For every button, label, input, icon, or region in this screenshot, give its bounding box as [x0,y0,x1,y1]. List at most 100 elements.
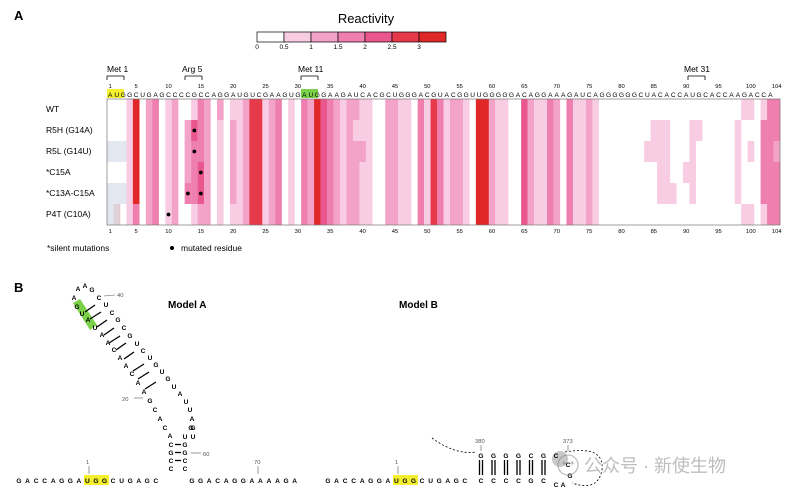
position-tick: 104 [772,84,782,90]
heatmap-cell [126,120,134,141]
heatmap-cell [572,162,580,183]
heatmap-cell [152,99,159,120]
scale-swatch [337,31,366,43]
heatmap-cell [365,141,373,162]
heatmap-cell [760,162,768,183]
heatmap-cell [165,120,172,141]
position-tick: 25 [262,229,268,235]
position-tick: 30 [295,84,301,90]
heatmap-cell [540,162,548,183]
heatmap-cell [663,162,671,183]
model-a-num-70: 70 [254,460,260,466]
heatmap-cell [734,120,742,141]
sequence-nucleotide: G [464,92,469,99]
heatmap-cell [579,141,587,162]
sequence-nucleotide: A [212,92,217,99]
heatmap-cell [145,183,153,204]
heatmap-cell [527,99,535,120]
heatmap-cell [229,141,237,162]
heatmap-cell [307,204,315,225]
nucleotide: C [130,371,135,378]
heatmap-cell [767,120,774,141]
heatmap-cell [462,183,470,204]
base-pair [144,381,157,390]
nucleotide: G [153,362,158,369]
position-ticks-top: 1 5 10 15 20 25 30 35 40 45 50 55 60 65 70 75 80 85 90 95 10… [109,84,783,90]
heatmap-cell [346,204,354,225]
sequence-nucleotide: C [425,92,430,99]
heatmap-cell [217,183,224,204]
heatmap-cell [242,183,250,204]
heatmap-cell [126,183,134,204]
model-a-num-20: 20 [122,397,128,403]
heatmap-cell [488,162,496,183]
position-tick: 45 [392,229,398,235]
scale-tick-label: 0 [255,44,259,51]
model-a-num-40: 40 [117,293,123,299]
heatmap-cell [585,141,593,162]
base-pair [108,335,121,344]
heatmap-cell [553,162,561,183]
heatmap-cell [359,204,366,225]
heatmap-cell [767,183,774,204]
sequence-nucleotide: G [127,92,132,99]
heatmap-cell [275,162,282,183]
sequence-nucleotide: U [393,92,398,99]
sequence-nucleotide: G [606,92,611,99]
sequence-nucleotide: A [555,92,560,99]
sequence-nucleotide: G [263,92,268,99]
nucleotide: A [83,283,88,290]
heatmap-cell [391,141,399,162]
nucleotide: G [232,478,237,485]
heatmap-cell [152,162,159,183]
heatmap-cell [333,141,341,162]
reactivity-title: Reactivity [338,11,395,26]
heatmap-background-cell [107,183,127,204]
heatmap-cell [475,141,483,162]
sequence-nucleotide: C [179,92,184,99]
position-tick: 70 [554,84,560,90]
heatmap-cell [592,183,599,204]
heatmap-cell [443,183,451,204]
sequence-nucleotide: C [716,92,721,99]
heatmap-cell [249,162,256,183]
nucleotide: G [102,478,107,485]
heatmap-cell [495,162,502,183]
heatmap-cell [572,99,580,120]
nucleotide: C [122,325,127,332]
heatmap-cell [255,204,263,225]
heatmap-cell [462,99,470,120]
heatmap-cell [268,204,276,225]
sequence-nucleotide: G [224,92,229,99]
position-tick: 65 [521,229,527,235]
codon-arg5: Arg 5 [182,64,203,80]
heatmap-cell [242,120,250,141]
nucleotide: G [189,478,194,485]
heatmap-cell [288,204,295,225]
sequence-nucleotide: G [192,92,197,99]
nucleotide: A [168,433,173,440]
heatmap-cell [275,204,282,225]
heatmap-cell [268,183,276,204]
heatmap-cell [229,99,237,120]
heatmap-cell [449,141,457,162]
heatmap-cell [443,99,451,120]
heatmap-cell [456,141,464,162]
sequence-nucleotide: A [276,92,281,99]
heatmap-cell [288,99,295,120]
heatmap-cell [346,99,354,120]
nucleotide: U [104,302,109,309]
heatmap-cell [197,99,205,120]
sequence-nucleotide: G [295,92,300,99]
nucleotide: U [119,478,124,485]
heatmap-cell [760,99,768,120]
heatmap-cell [547,141,554,162]
heatmap-cell [437,162,444,183]
heatmap-cell [734,183,742,204]
nucleotide: G [182,442,187,449]
heatmap-cell [734,162,742,183]
nucleotide: G [16,478,21,485]
mutated-dot-legend-icon [170,246,174,250]
heatmap-cell [527,162,535,183]
